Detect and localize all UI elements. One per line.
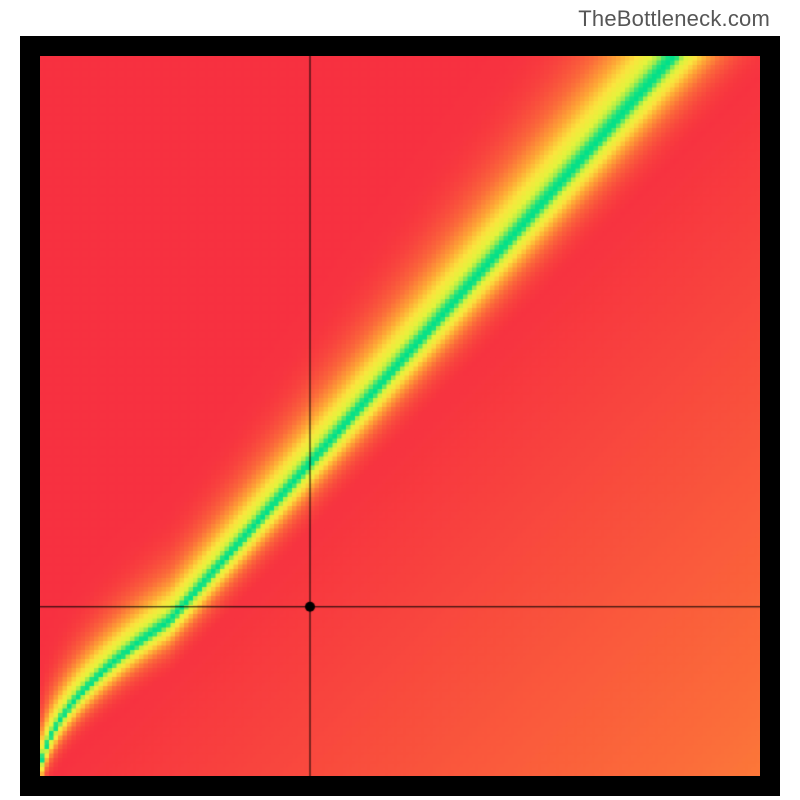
figure-container: TheBottleneck.com: [0, 0, 800, 800]
heatmap-canvas: [40, 56, 760, 776]
heatmap-canvas-wrap: [40, 56, 760, 776]
watermark-text: TheBottleneck.com: [578, 6, 770, 32]
